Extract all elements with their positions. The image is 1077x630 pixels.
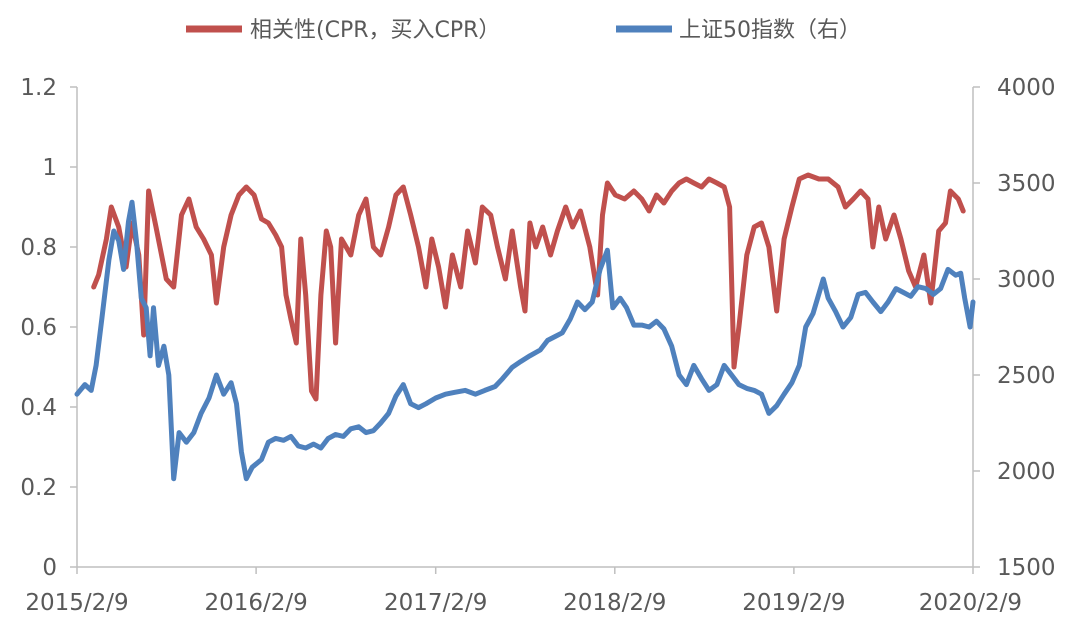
legend-label-sse50: 上证50指数（右） [679,18,861,43]
left-tick-label: 0.4 [20,395,57,421]
x-tick-label: 2020/2/9 [919,590,1022,616]
right-tick-label: 2000 [997,459,1056,485]
x-tick-label: 2019/2/9 [742,590,845,616]
left-tick-label: 0 [42,555,57,581]
left-tick-label: 0.8 [20,235,57,261]
plot-area [74,172,976,482]
right-tick-label: 1500 [997,555,1056,581]
series-line-sse50 [74,199,976,482]
left-tick-label: 0.6 [20,315,57,341]
axes [70,86,980,574]
x-tick-label: 2017/2/9 [384,590,487,616]
right-tick-label: 3000 [997,267,1056,293]
tick-labels: 0 0.2 0.4 0.6 0.8 1 1.2 1500 2000 2500 3000 3500 400… [20,75,1055,616]
right-tick-label: 4000 [997,75,1056,101]
left-tick-label: 1 [42,155,57,181]
x-tick-label: 2016/2/9 [204,590,307,616]
right-tick-label: 3500 [997,171,1056,197]
x-tick-label: 2015/2/9 [25,590,128,616]
x-tick-label: 2018/2/9 [563,590,666,616]
right-tick-label: 2500 [997,363,1056,389]
legend: 相关性(CPR，买入CPR） 上证50指数（右） [186,18,861,43]
series-line-correlation [91,172,966,402]
legend-label-correlation: 相关性(CPR，买入CPR） [250,18,500,43]
left-tick-label: 1.2 [20,75,57,101]
left-tick-label: 0.2 [20,475,57,501]
